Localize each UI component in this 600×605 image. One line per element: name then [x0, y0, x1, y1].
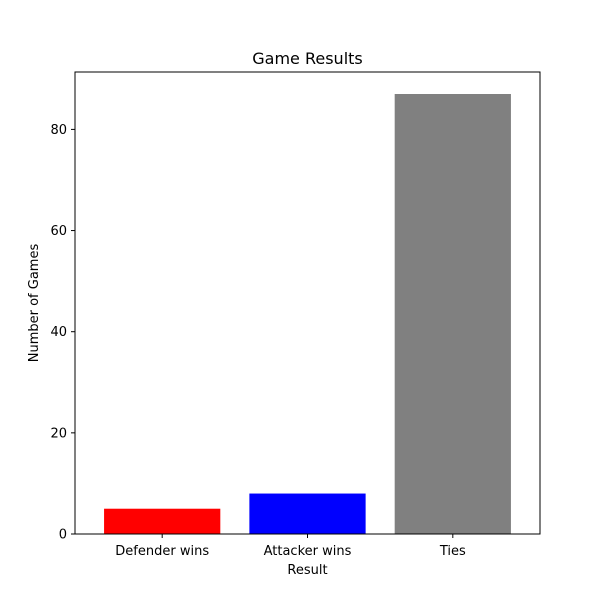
y-tick-label: 40: [50, 325, 67, 340]
y-ticks-layer: 0 20 40 60 80: [50, 123, 75, 543]
plot-area-frame: [74, 71, 541, 535]
bar-ties: [394, 94, 511, 534]
y-tick-label: 60: [50, 224, 67, 239]
x-axis-label: Result: [287, 563, 327, 578]
y-axis-label: Number of Games: [27, 244, 42, 363]
chart-title: Game Results: [252, 49, 363, 68]
x-tick-label: Defender wins: [115, 544, 209, 559]
bar-attacker-wins: [249, 493, 366, 534]
bars-layer: [104, 94, 511, 534]
x-tick-label: Ties: [439, 544, 466, 559]
y-tick-label: 80: [50, 123, 67, 138]
bar-defender-wins: [104, 508, 221, 534]
x-tick-label: Attacker wins: [264, 544, 352, 559]
y-tick-label: 0: [59, 528, 67, 543]
x-ticks-layer: Defender wins Attacker wins Ties: [115, 534, 466, 559]
y-tick-label: 20: [50, 426, 67, 441]
